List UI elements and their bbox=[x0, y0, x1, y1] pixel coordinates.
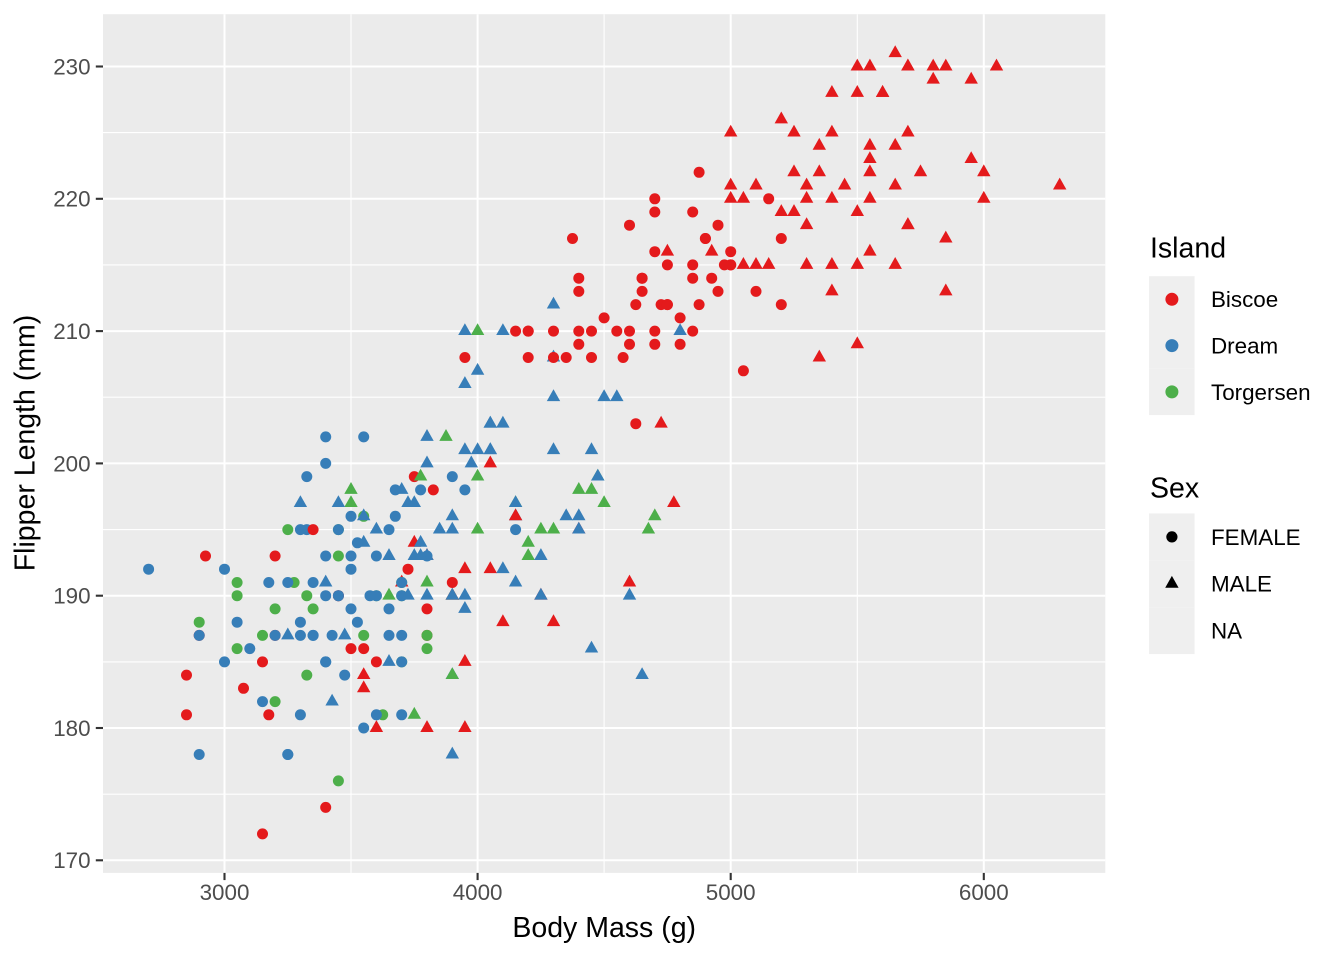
svg-text:FEMALE: FEMALE bbox=[1211, 525, 1301, 550]
svg-text:3000: 3000 bbox=[200, 880, 250, 905]
svg-text:Torgersen: Torgersen bbox=[1211, 380, 1311, 405]
svg-text:230: 230 bbox=[53, 54, 90, 79]
svg-text:5000: 5000 bbox=[706, 880, 756, 905]
svg-text:Sex: Sex bbox=[1150, 473, 1199, 505]
svg-text:Flipper Length (mm): Flipper Length (mm) bbox=[10, 315, 42, 572]
svg-text:Biscoe: Biscoe bbox=[1211, 287, 1278, 312]
svg-text:170: 170 bbox=[53, 848, 90, 873]
svg-text:Island: Island bbox=[1150, 233, 1226, 265]
svg-text:MALE: MALE bbox=[1211, 572, 1272, 597]
svg-text:Body Mass (g): Body Mass (g) bbox=[512, 912, 696, 944]
svg-text:200: 200 bbox=[53, 451, 90, 476]
svg-text:180: 180 bbox=[53, 716, 90, 741]
svg-text:Dream: Dream bbox=[1211, 334, 1278, 359]
svg-text:6000: 6000 bbox=[959, 880, 1009, 905]
svg-text:210: 210 bbox=[53, 319, 90, 344]
svg-text:220: 220 bbox=[53, 187, 90, 212]
svg-text:4000: 4000 bbox=[453, 880, 503, 905]
svg-text:190: 190 bbox=[53, 584, 90, 609]
svg-text:NA: NA bbox=[1211, 619, 1242, 644]
